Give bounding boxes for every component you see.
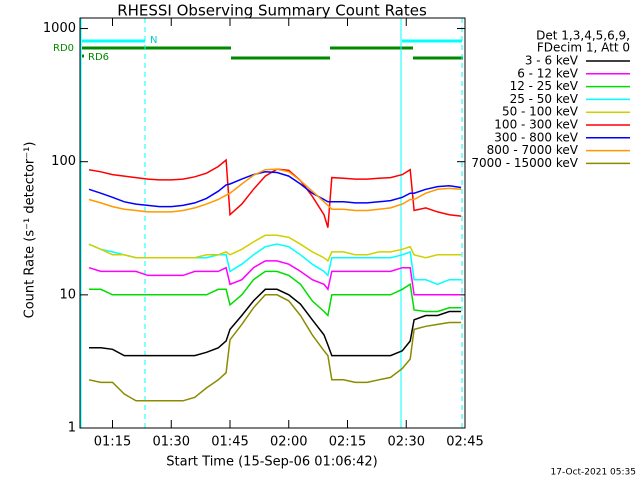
flag-label: RD6 [88, 52, 109, 63]
legend-label: 7000 - 15000 keV [471, 156, 578, 170]
series-line [88, 234, 462, 263]
legend-label: 25 - 50 keV [510, 92, 579, 106]
legend-label: 3 - 6 keV [525, 54, 579, 68]
legend-header: Det 1,3,4,5,6,9, [536, 29, 630, 43]
series-line [88, 171, 462, 208]
series-line [89, 288, 462, 357]
y-axis-label: Count Rate (s⁻¹ detector⁻¹) [23, 142, 38, 319]
legend-label: 50 - 100 keV [502, 105, 579, 119]
x-tick-label: 02:15 [329, 435, 366, 450]
legend-label: 12 - 25 keV [510, 79, 579, 93]
x-tick-label: 01:15 [94, 435, 131, 450]
y-tick-label: 1 [68, 421, 76, 436]
y-tick-label: 100 [51, 154, 76, 169]
legend-label: 100 - 300 keV [494, 118, 578, 132]
y-tick-label: 1000 [43, 21, 76, 36]
flag-label: N [150, 35, 157, 46]
series-line [89, 270, 462, 318]
legend-header: FDecim 1, Att 0 [537, 41, 630, 55]
x-tick-label: 02:00 [270, 435, 307, 450]
y-tick-label: 10 [59, 287, 76, 302]
legend-label: 800 - 7000 keV [487, 143, 579, 157]
x-tick-label: 01:45 [211, 435, 248, 450]
x-tick-label: 02:45 [446, 435, 483, 450]
series-line [88, 260, 462, 296]
x-tick-label: 02:30 [388, 435, 425, 450]
series-line [88, 294, 462, 402]
x-axis-label: Start Time (15-Sep-06 01:06:42) [166, 455, 377, 470]
x-tick-label: 01:30 [153, 435, 190, 450]
legend-label: 300 - 800 keV [494, 130, 578, 144]
flag-label: RD0 [53, 43, 74, 54]
flag-bars [82, 39, 463, 60]
legend-label: 6 - 12 keV [517, 66, 579, 80]
series-line [88, 168, 462, 213]
footer: 17-Oct-2021 05:35 [551, 468, 636, 478]
chart-title: RHESSI Observing Summary Count Rates [117, 2, 427, 20]
plot-frame [79, 17, 466, 429]
